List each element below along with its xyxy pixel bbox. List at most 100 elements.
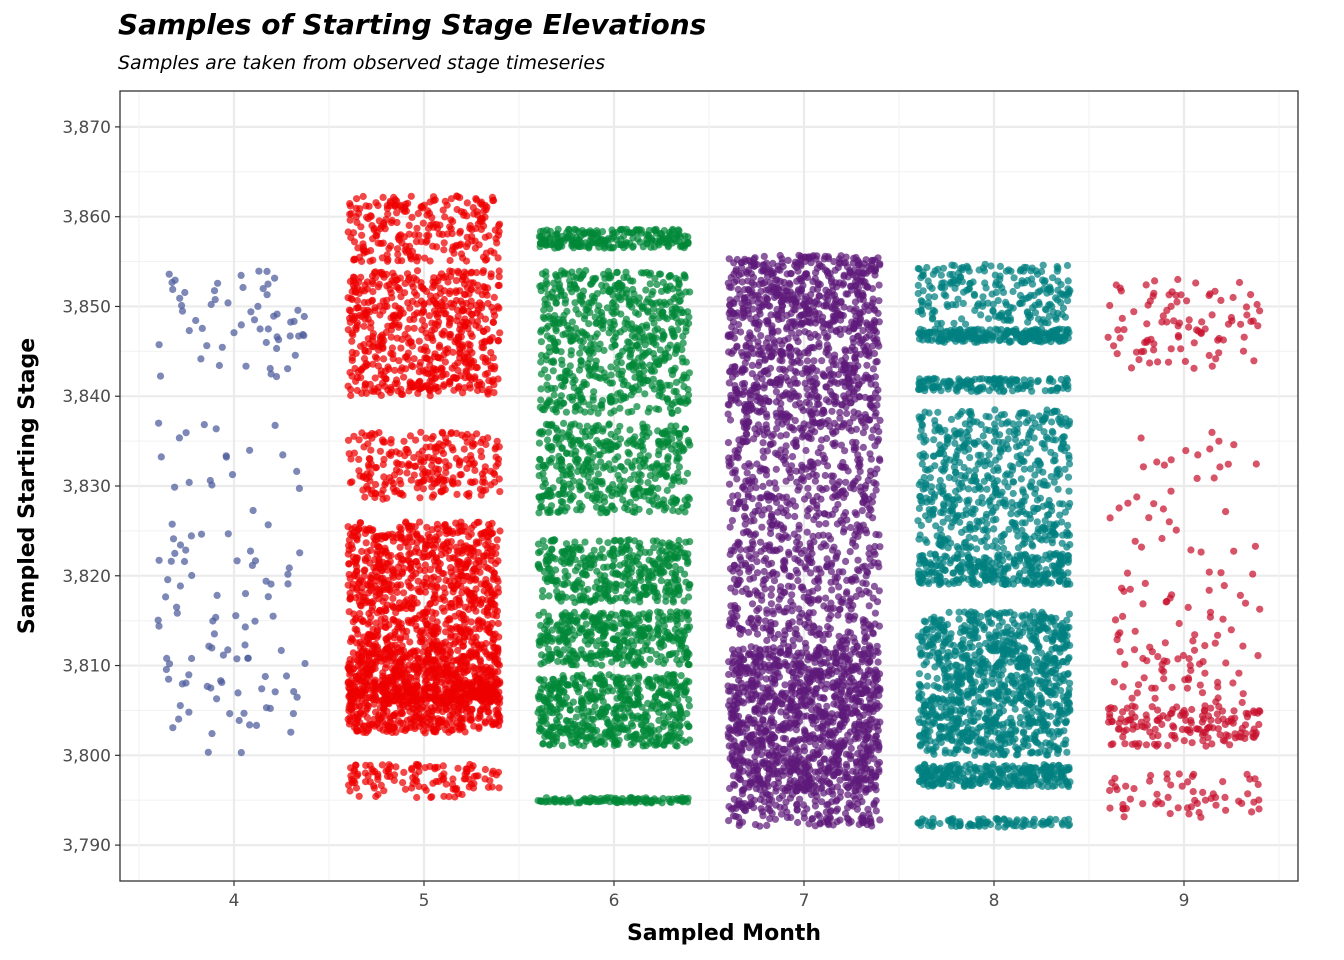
data-point xyxy=(534,708,542,717)
data-point xyxy=(365,693,373,702)
data-point xyxy=(571,567,580,575)
data-point xyxy=(486,335,494,343)
data-point xyxy=(674,695,682,704)
data-point xyxy=(454,656,462,664)
data-point xyxy=(474,211,482,219)
data-point xyxy=(680,682,688,690)
data-point xyxy=(675,591,683,599)
data-point xyxy=(494,619,502,628)
data-point xyxy=(420,783,428,792)
data-point xyxy=(264,593,272,601)
data-point xyxy=(188,654,196,663)
data-point xyxy=(576,499,584,507)
data-point xyxy=(665,707,674,716)
data-point xyxy=(407,192,415,200)
data-point xyxy=(350,255,358,263)
data-point xyxy=(464,325,472,333)
data-point xyxy=(406,378,414,386)
data-point xyxy=(431,325,439,333)
data-point xyxy=(449,715,457,723)
data-point xyxy=(438,604,446,612)
data-point xyxy=(371,679,379,688)
data-point xyxy=(541,479,550,488)
data-point xyxy=(651,474,659,482)
data-point xyxy=(654,484,662,492)
data-point xyxy=(393,588,401,597)
data-point xyxy=(457,689,465,697)
data-point xyxy=(380,355,388,363)
data-point xyxy=(394,618,403,626)
data-point xyxy=(647,647,655,655)
data-point xyxy=(628,564,636,573)
data-point xyxy=(536,456,544,464)
data-point xyxy=(173,609,181,617)
data-point xyxy=(357,709,365,717)
data-point xyxy=(353,536,361,544)
data-point xyxy=(394,257,402,265)
data-point xyxy=(624,704,632,712)
data-point xyxy=(572,713,580,721)
data-point xyxy=(218,678,226,687)
data-point xyxy=(235,716,243,725)
data-point xyxy=(651,560,659,568)
data-point xyxy=(348,779,356,787)
data-point xyxy=(496,329,504,337)
data-point xyxy=(362,729,370,737)
data-point xyxy=(395,321,403,329)
data-point xyxy=(460,633,469,641)
data-point xyxy=(397,390,405,398)
data-point xyxy=(685,702,694,710)
data-point xyxy=(422,287,431,295)
data-point xyxy=(210,630,218,638)
data-point xyxy=(266,364,274,373)
data-point xyxy=(178,680,186,688)
data-point xyxy=(408,280,416,288)
data-point xyxy=(614,440,623,449)
data-point xyxy=(634,615,642,623)
data-point xyxy=(640,623,648,632)
data-point xyxy=(642,717,650,725)
data-point xyxy=(483,203,491,211)
data-point xyxy=(359,192,367,201)
data-point xyxy=(295,332,303,340)
data-point xyxy=(463,350,471,358)
data-point xyxy=(440,792,448,800)
data-point xyxy=(443,659,451,668)
data-point xyxy=(371,664,379,673)
data-point xyxy=(584,585,592,593)
data-point xyxy=(544,612,553,620)
data-point xyxy=(344,523,352,531)
data-point xyxy=(646,655,654,663)
data-point xyxy=(476,312,484,320)
data-point xyxy=(586,656,595,664)
data-point xyxy=(433,243,441,251)
data-point xyxy=(539,694,548,702)
data-point xyxy=(467,356,475,364)
data-point xyxy=(650,582,658,590)
data-point xyxy=(354,689,362,697)
data-point xyxy=(466,691,474,699)
data-point xyxy=(380,712,388,720)
data-point xyxy=(367,324,375,332)
data-point xyxy=(671,562,679,571)
data-point xyxy=(423,347,431,355)
data-point xyxy=(604,539,612,547)
data-point xyxy=(210,287,219,295)
data-point xyxy=(215,361,223,370)
data-point xyxy=(264,521,272,529)
data-point xyxy=(435,777,443,786)
data-point xyxy=(666,672,674,680)
data-point xyxy=(366,672,374,680)
data-point xyxy=(495,228,503,236)
data-point xyxy=(629,722,637,730)
data-point xyxy=(237,271,245,279)
data-point xyxy=(609,733,617,741)
data-point xyxy=(345,704,353,712)
data-point xyxy=(381,367,390,375)
data-point xyxy=(400,768,408,777)
data-point xyxy=(247,308,255,316)
data-point xyxy=(629,641,638,650)
data-point xyxy=(237,321,245,329)
data-point xyxy=(465,492,473,500)
data-point xyxy=(188,571,196,580)
